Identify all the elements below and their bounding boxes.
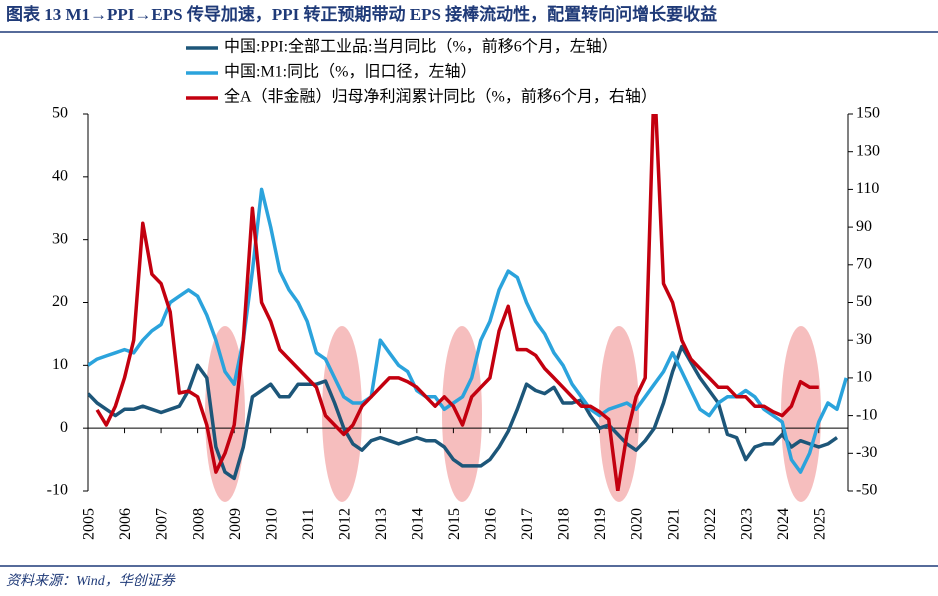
x-tick-label: 2019 xyxy=(592,508,609,540)
y2-tick-label: 50 xyxy=(856,293,872,310)
y2-tick-label: 130 xyxy=(856,142,880,159)
x-tick-label: 2016 xyxy=(483,508,500,540)
chart-title: 图表 13 M1→PPI→EPS 传导加速，PPI 转正预期带动 EPS 接棒流… xyxy=(6,4,717,24)
highlight xyxy=(442,326,482,502)
source-note: 资料来源：Wind，华创证券 xyxy=(6,573,176,589)
y2-tick-label: -50 xyxy=(856,482,877,499)
x-tick-label: 2013 xyxy=(373,508,390,540)
y-tick-label: 10 xyxy=(52,356,68,373)
x-tick-label: 2006 xyxy=(117,508,134,540)
y2-tick-label: 10 xyxy=(856,369,872,386)
x-tick-label: 2012 xyxy=(336,508,353,540)
x-tick-label: 2024 xyxy=(775,508,792,540)
y2-tick-label: 110 xyxy=(856,180,879,197)
highlight xyxy=(322,326,362,502)
y-tick-label: 50 xyxy=(52,105,68,122)
y2-tick-label: -10 xyxy=(856,406,877,423)
y2-tick-label: 150 xyxy=(856,105,880,122)
series-line xyxy=(95,114,819,491)
series-line xyxy=(88,344,838,481)
x-tick-label: 2011 xyxy=(300,508,317,539)
legend-label: 中国:PPI:全部工业品:当月同比（%，前移6个月，左轴） xyxy=(224,38,618,56)
highlight xyxy=(599,326,639,502)
x-tick-label: 2005 xyxy=(81,508,98,540)
x-tick-label: 2007 xyxy=(154,508,171,540)
x-tick-label: 2009 xyxy=(227,508,244,540)
x-tick-label: 2017 xyxy=(519,508,536,540)
x-tick-label: 2020 xyxy=(629,508,646,540)
y-tick-label: 0 xyxy=(60,419,68,436)
series-line xyxy=(88,187,848,474)
y-tick-label: -10 xyxy=(47,482,68,499)
highlight xyxy=(205,326,245,502)
y-tick-label: 30 xyxy=(52,230,68,247)
y2-tick-label: 70 xyxy=(856,255,872,272)
legend-label: 中国:M1:同比（%，旧口径，左轴） xyxy=(224,63,476,81)
highlight-zones xyxy=(205,326,821,502)
x-tick-label: 2022 xyxy=(702,508,719,540)
y2-tick-label: -30 xyxy=(856,444,877,461)
x-tick-label: 2015 xyxy=(446,508,463,540)
x-tick-label: 2010 xyxy=(263,508,280,540)
x-tick-label: 2014 xyxy=(410,508,427,540)
x-tick-label: 2018 xyxy=(556,508,573,540)
x-tick-label: 2008 xyxy=(190,508,207,540)
y2-tick-label: 90 xyxy=(856,218,872,235)
x-tick-label: 2021 xyxy=(665,508,682,540)
x-tick-label: 2023 xyxy=(738,508,755,540)
y2-tick-label: 30 xyxy=(856,331,872,348)
y-tick-label: 40 xyxy=(52,168,68,185)
y-tick-label: 20 xyxy=(52,293,68,310)
legend-label: 全A（非金融）归母净利润累计同比（%，前移6个月，右轴） xyxy=(224,88,657,106)
highlight xyxy=(781,326,821,502)
x-tick-label: 2025 xyxy=(811,508,828,540)
